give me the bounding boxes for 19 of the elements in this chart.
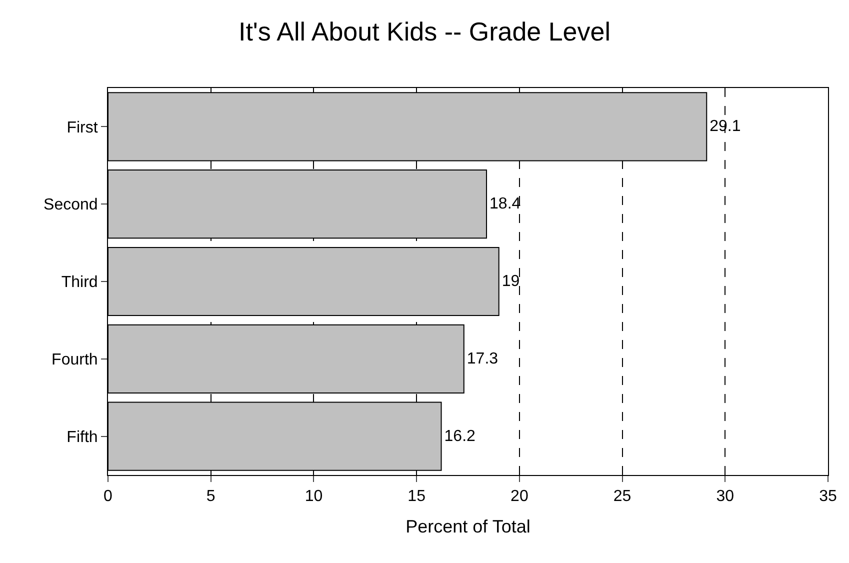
data-label: 17.3 xyxy=(466,350,498,368)
x-tick-label: 25 xyxy=(613,488,632,506)
x-tick-label: 35 xyxy=(819,488,837,506)
y-tick-label: Third xyxy=(61,274,98,292)
y-tick-label: Second xyxy=(44,196,98,214)
x-tick-label: 30 xyxy=(716,488,734,506)
y-tick-label: First xyxy=(66,119,98,136)
data-label: 18.4 xyxy=(490,196,521,213)
x-tick-label: 5 xyxy=(206,488,216,506)
y-tick-label: Fifth xyxy=(66,428,98,446)
data-label: 19 xyxy=(502,273,520,290)
y-tick-label: Fourth xyxy=(52,352,98,368)
data-label: 16.2 xyxy=(444,428,476,445)
x-tick-label: 15 xyxy=(408,488,426,506)
x-axis-title: Percent of Total xyxy=(406,516,530,536)
x-tick-label: 10 xyxy=(304,488,323,506)
x-tick-label: 20 xyxy=(510,488,528,506)
chart-title: It's All About Kids -- Grade Level xyxy=(238,16,611,47)
x-tick-label: 0 xyxy=(104,488,113,506)
